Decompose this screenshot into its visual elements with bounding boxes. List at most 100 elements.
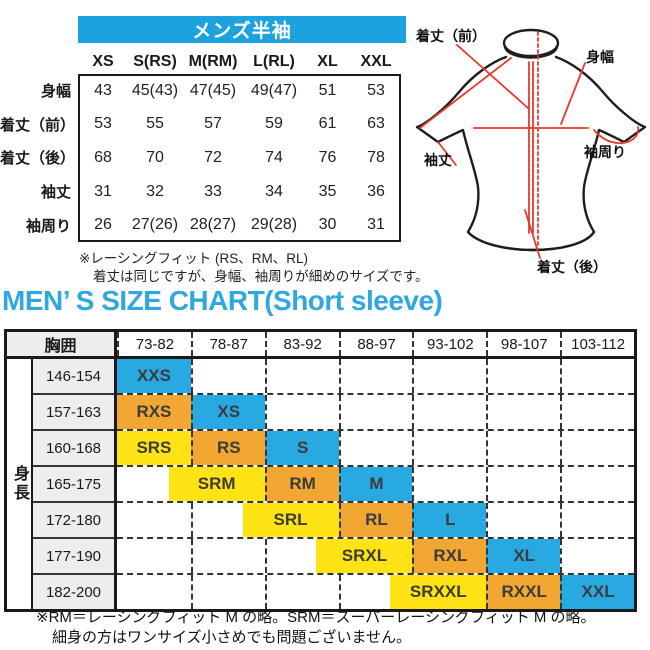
height-axis-label-cell: 身長 <box>7 359 33 609</box>
size-chip: SRXXL <box>390 575 487 609</box>
size-matrix-row: RXS XS <box>117 395 634 431</box>
size-matrix-grid: XXS RXS XS SRS RS S SRM RM M SRL RL L SRXL RXL XL SRXXL… <box>117 359 634 609</box>
size-matrix-row: SRXXL RXXL XXL <box>117 575 634 609</box>
front-length-label: 着丈（前） <box>416 28 486 44</box>
measurement-value: 29(28) <box>250 216 298 234</box>
racing-fit-note-line1: ※レーシングフィット (RS、RM、RL) <box>79 251 309 266</box>
sleeve-length-pointer <box>437 141 457 166</box>
column-grid-line <box>338 395 341 429</box>
size-matrix-row: SRS RS S <box>117 431 634 467</box>
size-column-header: XXL <box>360 53 392 70</box>
height-range-cell: 172-180 <box>33 503 114 539</box>
height-axis-label: 身長 <box>11 465 28 503</box>
rm-abbreviation-footnote: ※RM＝レーシングフィット M の略。SRM＝スーパーレーシングフィット M の… <box>36 609 596 626</box>
size-chip: SRL <box>242 503 339 537</box>
measurement-value: 35 <box>318 182 337 200</box>
measurement-row: 袖周り 26 27(26) 28(27) 29(28) 30 31 <box>0 208 401 242</box>
measurement-row-label: 袖周り <box>25 217 71 235</box>
measurement-value: 74 <box>265 148 283 166</box>
column-grid-line <box>560 359 563 393</box>
sleeve-round-label: 袖周り <box>584 144 626 160</box>
measurement-value: 43 <box>94 81 112 99</box>
measurement-row-label: 袖丈 <box>40 184 71 202</box>
size-chip: RXS <box>117 395 191 429</box>
measurement-row: 着丈（後） 68 70 72 74 76 78 <box>0 141 401 175</box>
mens-short-sleeve-banner: メンズ半袖 <box>78 16 406 43</box>
jersey-hem <box>466 230 596 252</box>
height-range-cell: 177-190 <box>33 539 114 575</box>
measurement-value: 45(43) <box>131 81 179 99</box>
size-column-header: M(RM) <box>188 53 238 70</box>
column-grid-line <box>412 431 415 465</box>
size-chip: XXS <box>117 359 191 393</box>
measurement-value: 76 <box>318 148 337 166</box>
column-grid-line <box>560 467 563 501</box>
measurement-value: 49(47) <box>250 81 298 99</box>
column-grid-line <box>264 575 267 609</box>
measurement-value: 53 <box>94 115 112 133</box>
measurement-value: 51 <box>318 81 337 99</box>
measurement-value: 34 <box>265 182 283 200</box>
column-grid-line <box>338 359 341 393</box>
height-range-cell: 146-154 <box>33 359 114 395</box>
size-column-header: L(RL) <box>253 53 295 70</box>
body-width-label: 身幅 <box>586 49 614 65</box>
measurement-value: 61 <box>318 115 337 133</box>
column-grid-line <box>264 359 267 393</box>
back-length-pointer <box>524 209 541 259</box>
front-length-pointer <box>456 44 529 109</box>
column-grid-line <box>560 539 563 573</box>
measurement-value: 63 <box>367 115 385 133</box>
chest-range-header: 83-92 <box>264 332 339 356</box>
column-grid-line <box>190 359 193 393</box>
column-grid-line <box>264 539 267 573</box>
size-matrix-row: SRL RL L <box>117 503 634 539</box>
column-grid-line <box>486 503 489 537</box>
measurement-table-column-headers: XS S(RS) M(RM) L(RL) XL XXL <box>0 51 401 73</box>
column-grid-line <box>190 503 193 537</box>
size-column-header: XS <box>92 53 114 70</box>
measurement-row-label: 身幅 <box>40 83 71 101</box>
measurement-value: 26 <box>94 216 112 234</box>
column-grid-line <box>560 431 563 465</box>
column-grid-line <box>412 467 415 501</box>
measurement-value: 28(27) <box>189 216 237 234</box>
size-matrix-row: SRM RM M <box>117 467 634 503</box>
size-chip: XL <box>486 539 561 573</box>
racing-fit-note-line2: 着丈は同じですが、身幅、袖周りが細めのサイズです。 <box>93 269 429 284</box>
height-range-cell: 165-175 <box>33 467 114 503</box>
chest-range-header: 93-102 <box>412 332 486 356</box>
chest-axis-header: 胸囲 <box>7 332 117 356</box>
jersey-collar-band <box>503 45 559 59</box>
size-chip: RXXL <box>486 575 561 609</box>
size-chip: XXL <box>560 575 634 609</box>
size-matrix-table: 胸囲 73-82 78-87 83-92 88-97 93-102 98-107 103-1… <box>4 329 637 612</box>
measurement-value: 27(26) <box>131 216 179 234</box>
size-chip: XS <box>190 395 265 429</box>
size-chip: S <box>264 431 339 465</box>
size-column-header: XL <box>317 53 338 70</box>
size-chip: L <box>412 503 487 537</box>
column-grid-line <box>560 395 563 429</box>
column-grid-line <box>264 395 267 429</box>
measurement-value: 31 <box>367 216 385 234</box>
measurement-row: 身幅 43 45(43) 47(45) 49(47) 51 53 <box>0 74 401 108</box>
chest-range-header: 73-82 <box>117 332 191 356</box>
body-width-pointer <box>560 62 586 125</box>
measurement-value: 30 <box>318 216 337 234</box>
column-grid-line <box>338 575 341 609</box>
measurement-value: 53 <box>367 81 385 99</box>
measurement-value: 70 <box>146 148 164 166</box>
measurement-value: 33 <box>204 182 222 200</box>
chest-range-header: 103-112 <box>560 332 634 356</box>
chest-range-header: 88-97 <box>338 332 413 356</box>
measurement-value: 68 <box>94 148 112 166</box>
sleeve-length-label: 袖丈 <box>424 152 452 168</box>
column-grid-line <box>190 539 193 573</box>
size-chip: SRS <box>117 431 191 465</box>
slim-fit-footnote: 細身の方はワンサイズ小さめでも問題ございません。 <box>52 629 412 646</box>
measurement-value: 36 <box>367 182 385 200</box>
size-matrix-header-row: 胸囲 73-82 78-87 83-92 88-97 93-102 98-107 103-1… <box>7 332 634 359</box>
column-grid-line <box>560 503 563 537</box>
height-range-cell: 157-163 <box>33 395 114 431</box>
